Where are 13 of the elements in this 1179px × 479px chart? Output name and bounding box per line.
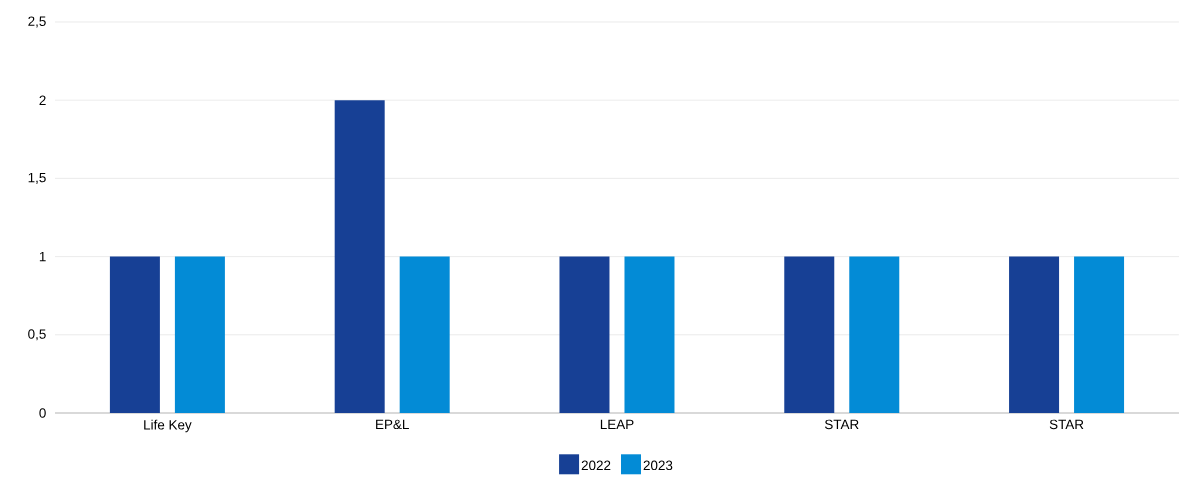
legend-label: 2023 xyxy=(643,460,673,471)
x-tick-label: LEAP xyxy=(600,419,634,429)
x-tick-label: STAR xyxy=(1049,419,1084,430)
y-tick-label: 1 xyxy=(39,251,46,262)
legend-label: 2022 xyxy=(581,460,611,471)
x-tick-label: EP&L xyxy=(376,419,409,430)
x-tick-label: Life Key xyxy=(144,419,192,433)
y-tick-label: 2 xyxy=(39,95,46,105)
y-tick-label: 0,5 xyxy=(28,329,46,341)
y-tick-label: 2,5 xyxy=(28,16,46,28)
y-tick-label: 1,5 xyxy=(28,172,46,184)
y-tick-label: 0 xyxy=(39,408,46,418)
x-tick-label: STAR xyxy=(824,419,859,430)
